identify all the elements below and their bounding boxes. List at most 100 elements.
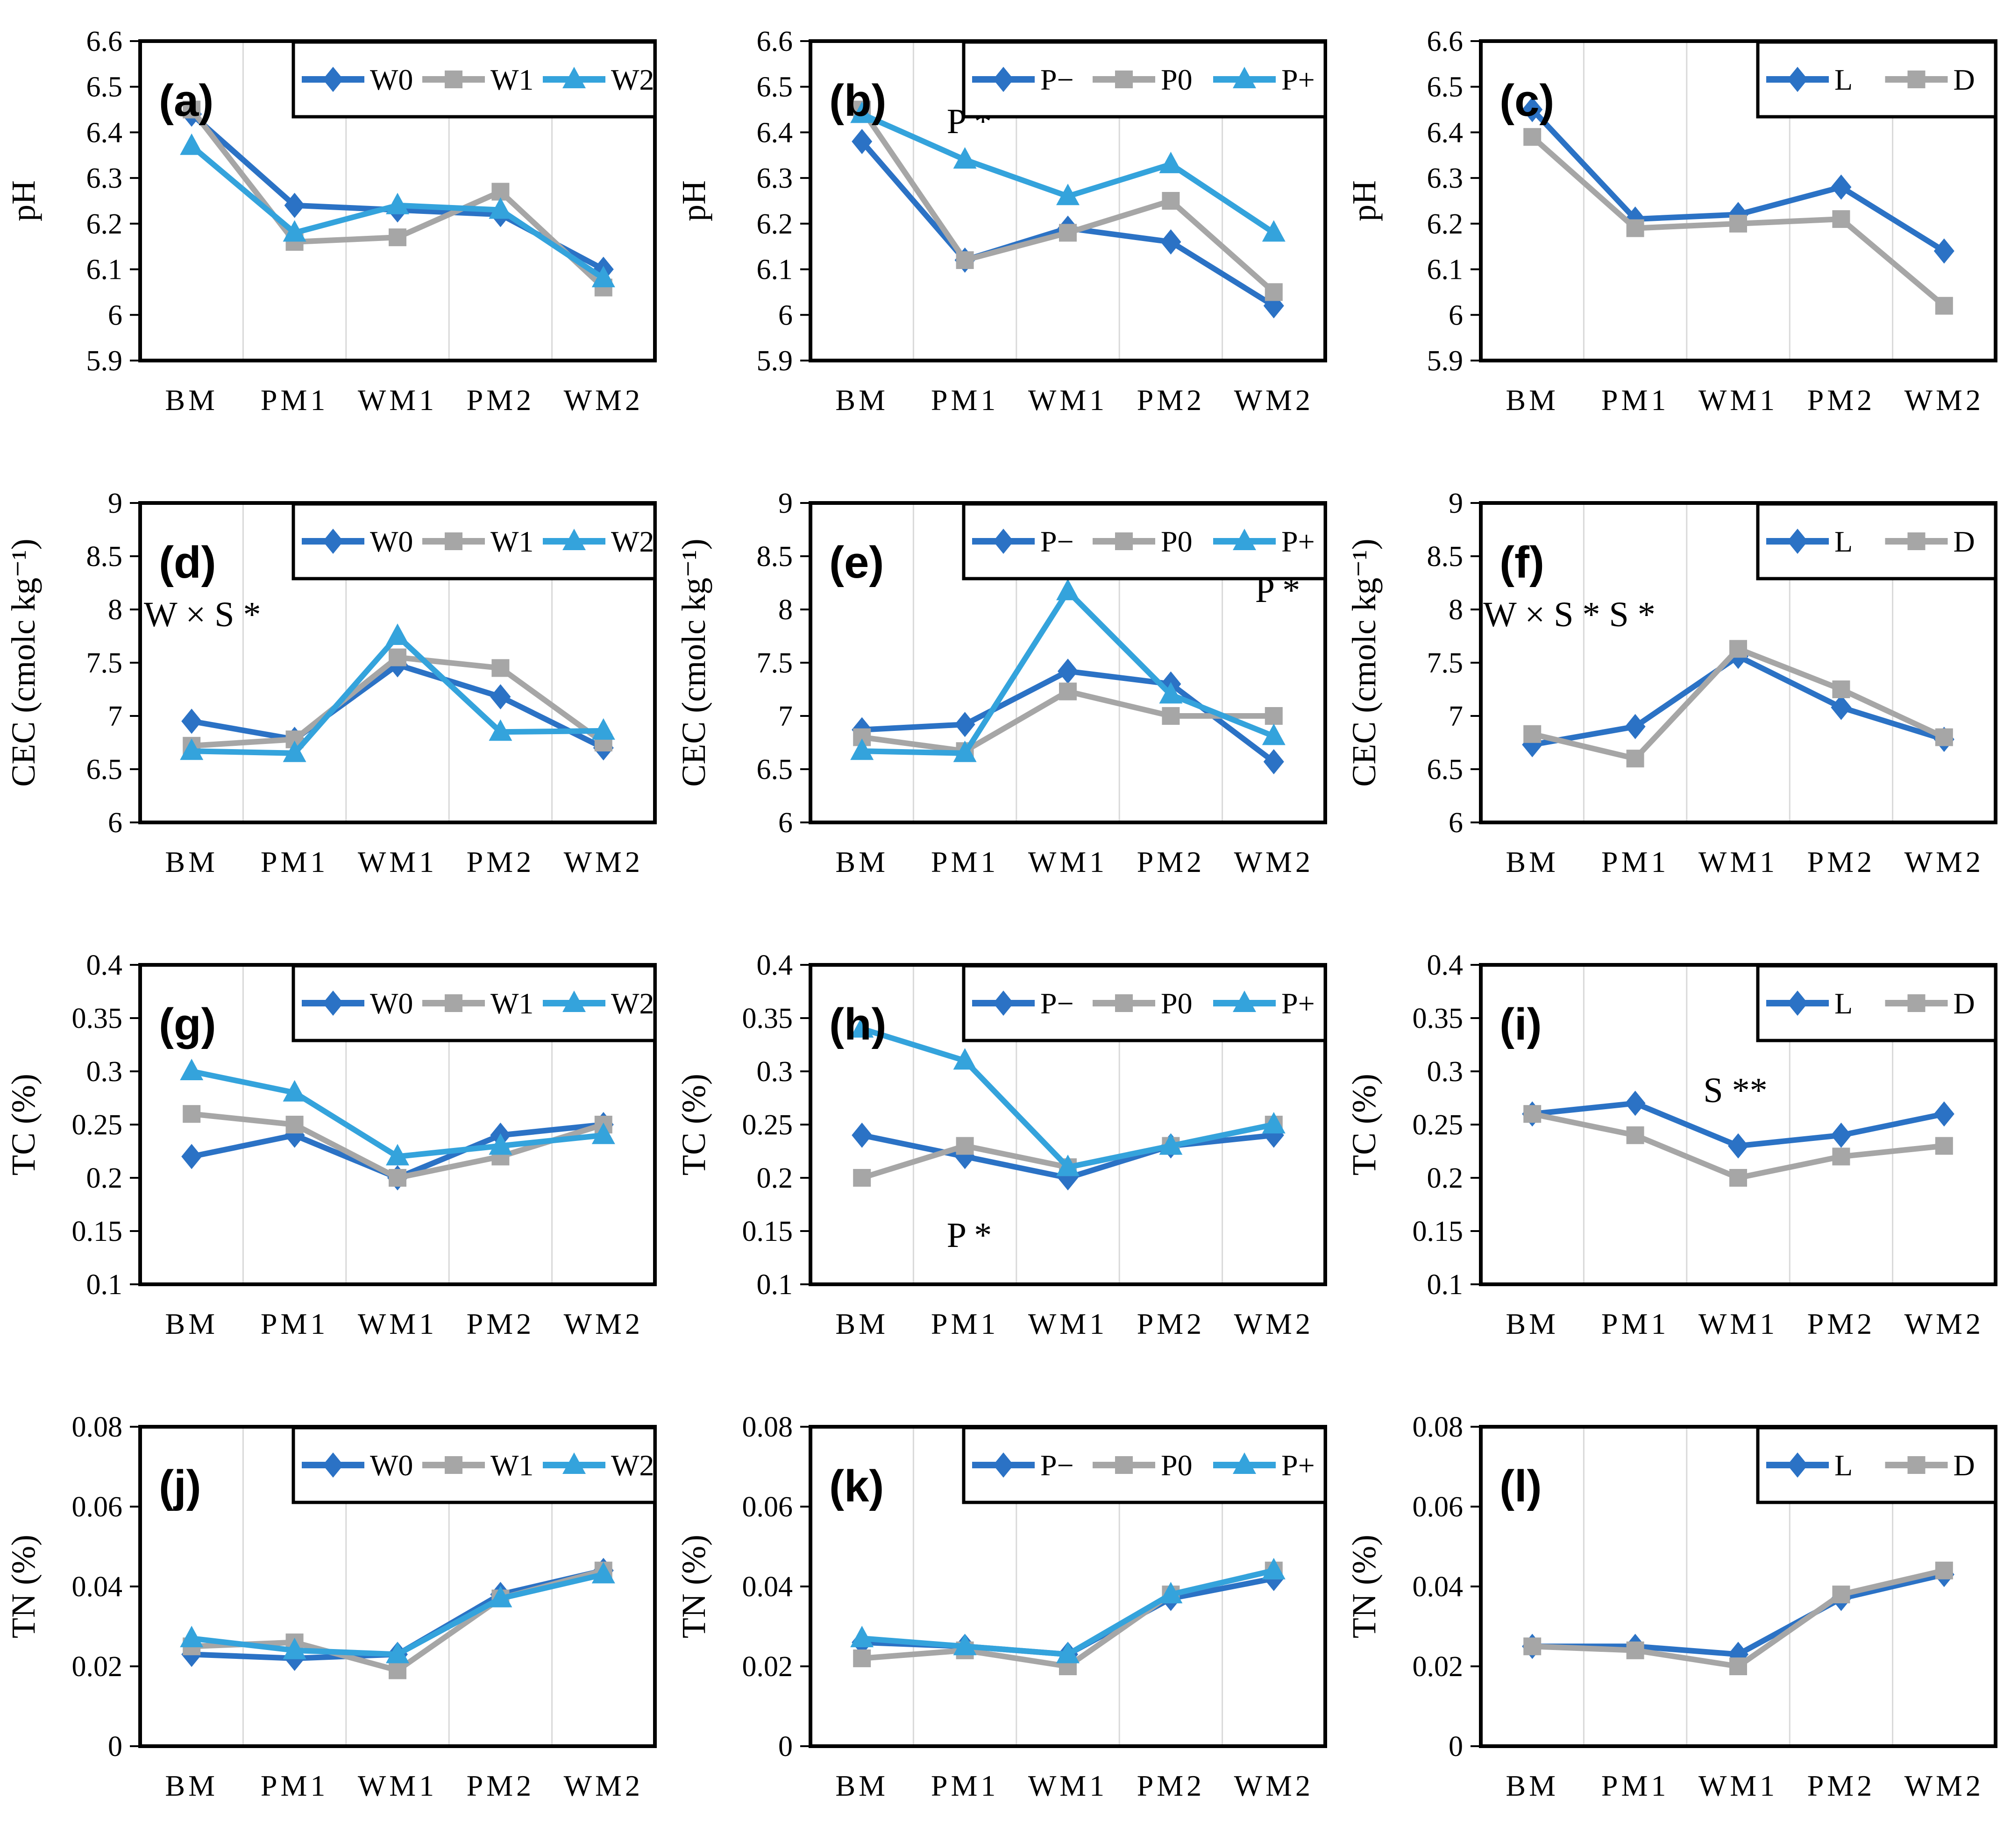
legend-marker-diamond (323, 991, 343, 1016)
legend-label: P− (1040, 63, 1074, 96)
marker-square (1523, 725, 1542, 743)
marker-diamond (181, 1144, 202, 1169)
x-tick-label: WM1 (358, 383, 437, 417)
series-W1 (183, 648, 612, 755)
legend-item-W2: W2 (543, 63, 654, 96)
y-tick-label: 8.5 (1427, 541, 1464, 573)
panel-g: 0.1 0.15 0.2 0.25 0.3 0.35 0.4 BM PM1 WM1 PM2 WM2 TC… (0, 924, 670, 1386)
x-tick-label: PM1 (261, 845, 329, 878)
series-L (1522, 644, 1954, 758)
marker-square (389, 1661, 406, 1679)
y-tick-label: 6.3 (1427, 163, 1464, 194)
legend-marker-triangle (562, 1452, 586, 1474)
y-tick-label: 0.15 (1413, 1216, 1464, 1247)
panel-label: (d) (159, 538, 216, 588)
legend-item-W1: W1 (422, 525, 533, 558)
marker-diamond (1058, 658, 1078, 684)
legend-label: P+ (1281, 1449, 1315, 1482)
legend-item-P0: P0 (1093, 987, 1193, 1020)
panel-h: 0.1 0.15 0.2 0.25 0.3 0.35 0.4 BM PM1 WM1 PM2 WM2 TC… (670, 924, 1341, 1386)
y-tick-label: 6 (108, 807, 122, 839)
legend-item-L: L (1766, 63, 1853, 96)
x-tick-label: PM1 (931, 1769, 999, 1802)
marker-triangle (180, 1059, 204, 1080)
y-tick-label: 0.1 (757, 1269, 793, 1301)
chart-e: 6 6.5 7 7.5 8 8.5 9 BM PM1 WM1 PM2 WM2 CEC (cmolc kg… (675, 488, 1327, 878)
x-tick-label: WM1 (1028, 383, 1108, 417)
x-tick-label: PM2 (467, 383, 535, 417)
y-tick-label: 0.3 (86, 1056, 123, 1088)
legend-item-P+: P+ (1213, 63, 1315, 96)
panel-label: (f) (1499, 538, 1544, 588)
panel-d: 6 6.5 7 7.5 8 8.5 9 BM PM1 WM1 PM2 WM2 CEC (cmolc kg… (0, 462, 670, 924)
marker-square (183, 1105, 201, 1123)
x-tick-label: WM1 (358, 1769, 437, 1802)
y-tick-label: 6.2 (1427, 208, 1464, 240)
marker-triangle (489, 1133, 512, 1155)
y-tick-label: 5.9 (757, 345, 793, 377)
y-tick-label: 0.02 (742, 1651, 793, 1683)
series-P+ (850, 1016, 1286, 1176)
chart-c: 5.9 6 6.1 6.2 6.3 6.4 6.5 6.6 BM PM1 WM1 PM2 WM2 pH (c… (1345, 26, 1997, 417)
y-tick-label: 6.5 (757, 71, 793, 103)
series-W2 (180, 1059, 615, 1166)
legend-marker-triangle (1233, 67, 1256, 88)
series-D (1523, 1561, 1953, 1675)
x-tick-label: PM2 (1137, 845, 1205, 878)
x-tick-label: PM2 (467, 1307, 535, 1340)
y-tick-label: 0.06 (742, 1491, 793, 1523)
x-tick-label: BM (165, 383, 218, 417)
y-tick-label: 0.06 (72, 1491, 123, 1523)
series-P+ (850, 579, 1286, 762)
legend-marker-diamond (993, 529, 1014, 554)
legend-label: P+ (1281, 987, 1315, 1020)
x-tick-label: BM (1506, 845, 1559, 878)
marker-diamond (1831, 174, 1852, 200)
y-tick-label: 6.3 (86, 163, 123, 194)
marker-triangle (1159, 682, 1183, 704)
legend-item-L: L (1766, 525, 1853, 558)
marker-square (956, 1137, 974, 1155)
legend-marker-square (1907, 1456, 1926, 1474)
panel-label: (l) (1499, 1461, 1542, 1511)
y-axis-title: pH (5, 180, 42, 221)
legend-marker-triangle (562, 991, 586, 1012)
marker-diamond (1933, 238, 1954, 264)
marker-triangle (386, 192, 409, 214)
legend-label: D (1954, 63, 1975, 96)
panel-label: (g) (159, 999, 216, 1049)
marker-square (1832, 680, 1850, 698)
legend: P− P0 P+ (962, 964, 1327, 1042)
legend-item-W2: W2 (543, 987, 654, 1020)
y-tick-label: 0.02 (72, 1651, 123, 1683)
x-tick-label: PM2 (1807, 845, 1876, 878)
panel-c: 5.9 6 6.1 6.2 6.3 6.4 6.5 6.6 BM PM1 WM1 PM2 WM2 pH (c… (1341, 0, 2011, 462)
marker-triangle (850, 101, 874, 123)
x-tick-label: WM2 (1904, 383, 1984, 417)
marker-triangle (1262, 220, 1286, 242)
y-tick-label: 6 (778, 807, 793, 839)
marker-triangle (953, 740, 977, 762)
marker-diamond (284, 192, 305, 218)
marker-square (1935, 1137, 1953, 1155)
x-tick-label: WM1 (1698, 845, 1778, 878)
panel-b: 5.9 6 6.1 6.2 6.3 6.4 6.5 6.6 BM PM1 WM1 PM2 WM2 pH (b… (670, 0, 1341, 462)
legend-marker-square (445, 1456, 462, 1474)
y-axis-title: TN (%) (1345, 1535, 1383, 1638)
y-tick-label: 0.2 (1427, 1162, 1464, 1194)
legend-label: P− (1040, 987, 1074, 1020)
y-tick-label: 6.3 (757, 163, 793, 194)
y-tick-label: 0.4 (757, 949, 793, 981)
series-P0 (853, 682, 1283, 760)
y-axis-title: TN (%) (5, 1535, 42, 1638)
legend-label: W2 (611, 525, 654, 558)
marker-diamond (1728, 1133, 1748, 1159)
y-tick-label: 0.3 (1427, 1056, 1464, 1088)
marker-triangle (1262, 1112, 1286, 1133)
marker-triangle (850, 1626, 874, 1648)
legend-label: W2 (611, 1449, 654, 1482)
marker-diamond (1263, 749, 1284, 775)
